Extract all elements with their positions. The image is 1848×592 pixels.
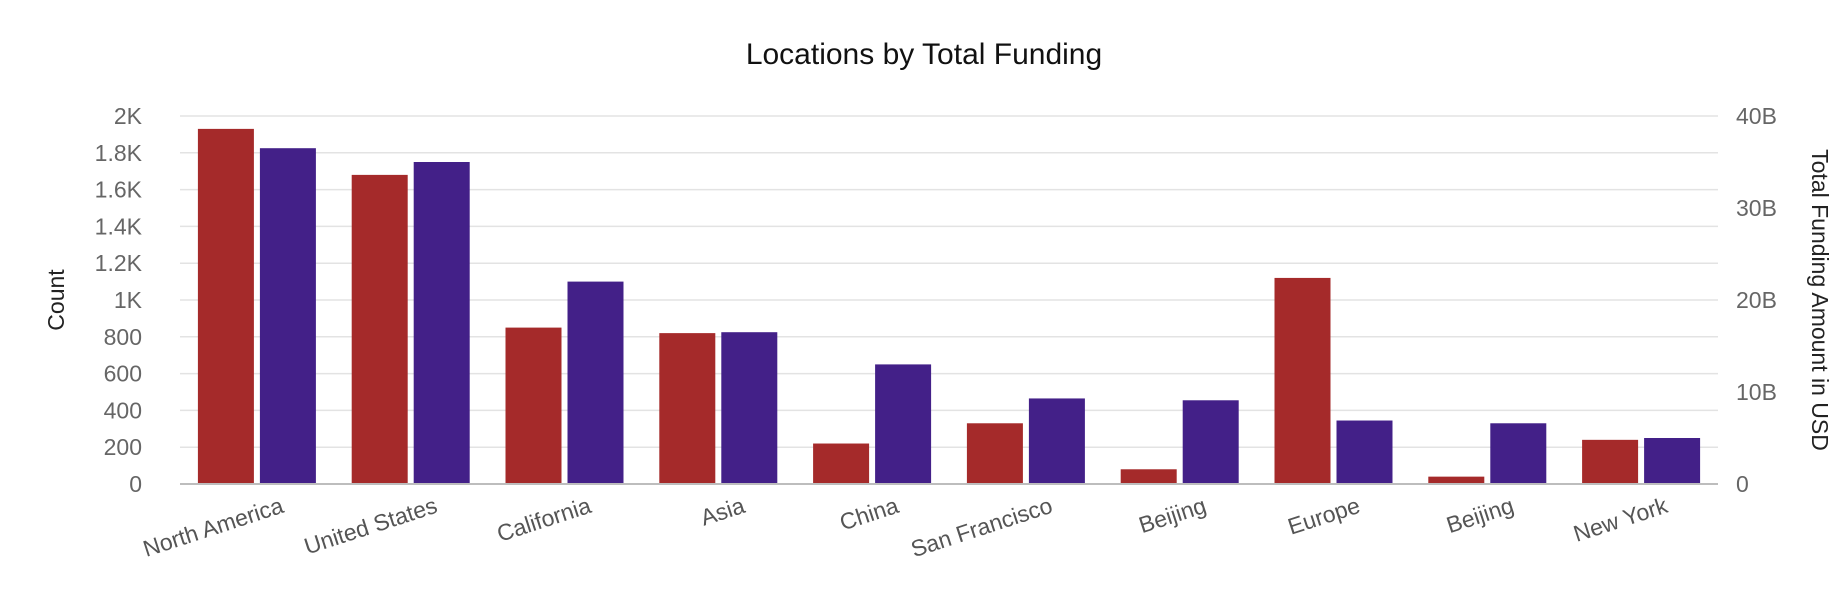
bar-total-funding — [721, 332, 778, 484]
category-label: California — [494, 492, 595, 547]
bar-count — [966, 423, 1023, 484]
left-tick-label: 1.2K — [95, 250, 143, 276]
category-label: New York — [1570, 492, 1671, 547]
right-axis-title: Total Funding Amount in USD — [1807, 149, 1833, 451]
category-label: Asia — [697, 492, 748, 531]
category-label: China — [836, 492, 901, 535]
left-tick-label: 1K — [114, 287, 143, 313]
left-tick-label: 2K — [114, 103, 143, 129]
bar-total-funding — [875, 364, 932, 484]
right-y-axis: 0 10B 20B 30B 40B — [1736, 103, 1777, 497]
bar-count — [1274, 277, 1331, 484]
left-tick-label: 1.6K — [95, 177, 143, 203]
left-y-axis: 0 200 400 600 800 1K 1.2K 1.4K 1.6K 1.8K 2K — [95, 103, 143, 497]
category-label: Europe — [1284, 492, 1363, 540]
bar-total-funding — [1182, 400, 1239, 484]
bar-count — [813, 443, 870, 484]
right-tick-label: 40B — [1736, 103, 1777, 129]
bar-total-funding — [1336, 420, 1393, 484]
bars — [197, 128, 1701, 484]
right-tick-label: 20B — [1736, 287, 1777, 313]
bar-count — [197, 128, 254, 484]
category-label: Beijing — [1136, 492, 1210, 538]
bar-count — [1120, 469, 1177, 484]
bar-total-funding — [413, 162, 470, 484]
left-tick-label: 200 — [104, 434, 142, 460]
right-tick-label: 0 — [1736, 471, 1749, 497]
gridlines — [180, 115, 1718, 448]
bar-count — [1582, 439, 1639, 484]
left-tick-label: 600 — [104, 361, 142, 387]
left-tick-label: 400 — [104, 397, 142, 423]
right-tick-label: 10B — [1736, 379, 1777, 405]
bar-count — [659, 333, 716, 484]
category-label: United States — [301, 492, 440, 559]
x-axis: North America United States California Asia… — [140, 483, 1718, 562]
bar-total-funding — [1490, 423, 1547, 484]
right-tick-label: 30B — [1736, 195, 1777, 221]
chart-title: Locations by Total Funding — [746, 38, 1102, 71]
bar-total-funding — [259, 148, 316, 484]
left-tick-label: 1.8K — [95, 140, 143, 166]
bar-total-funding — [1028, 398, 1085, 484]
left-tick-label: 0 — [129, 471, 142, 497]
left-tick-label: 800 — [104, 324, 142, 350]
category-label: San Francisco — [908, 492, 1056, 562]
bar-total-funding — [567, 281, 624, 484]
category-label: Beijing — [1443, 492, 1517, 538]
bar-count — [1428, 476, 1485, 484]
category-label: North America — [140, 492, 287, 562]
left-axis-title: Count — [43, 269, 69, 331]
bar-count — [351, 174, 408, 484]
bar-total-funding — [1644, 438, 1701, 484]
left-tick-label: 1.4K — [95, 213, 143, 239]
bar-count — [505, 327, 562, 484]
